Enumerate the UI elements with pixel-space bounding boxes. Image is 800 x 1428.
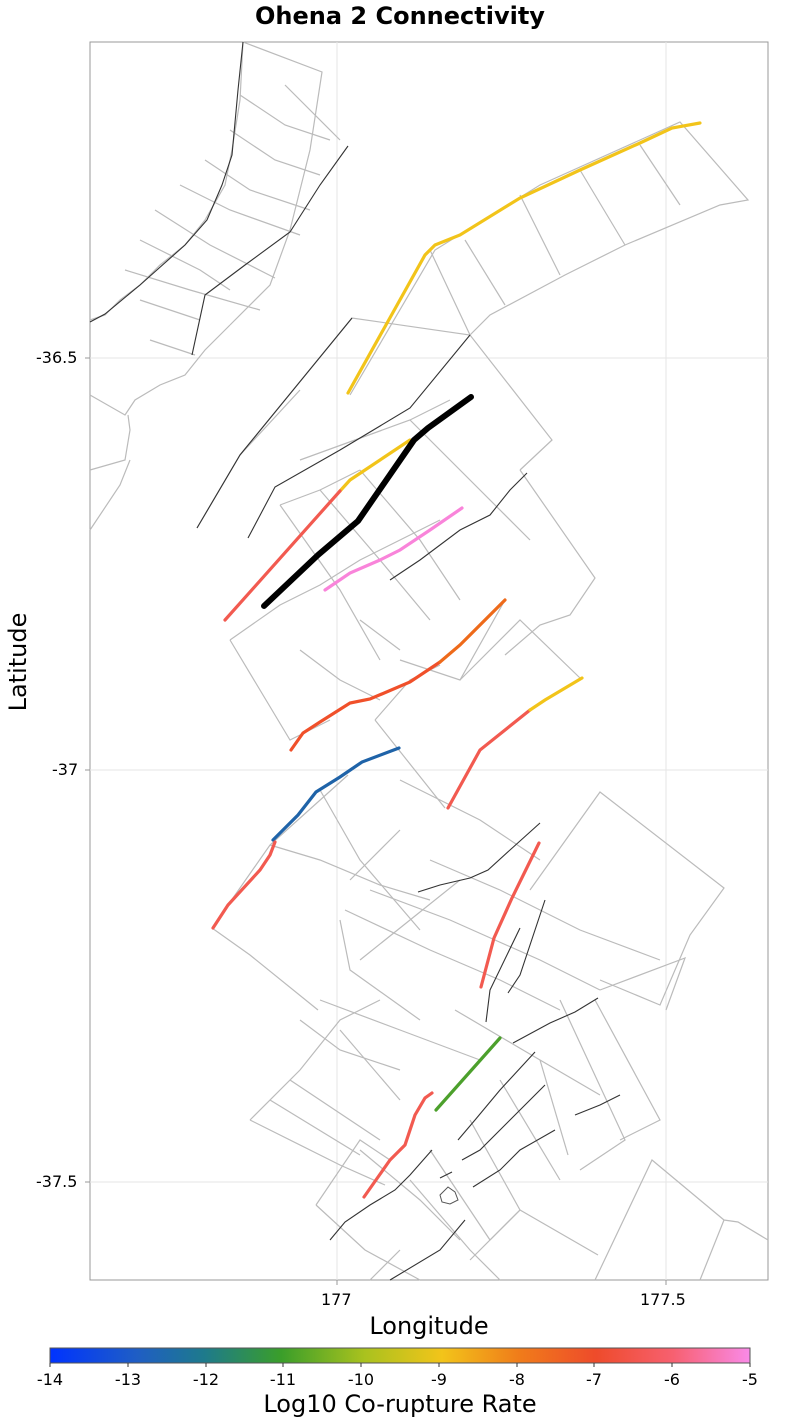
y-axis-label: Latitude	[4, 612, 32, 712]
colorbar-tick-label: -5	[742, 1370, 758, 1389]
small-fault-loop	[439, 1186, 459, 1205]
y-tick-label: -36.5	[36, 348, 78, 367]
fault-yellow-mid	[338, 438, 412, 493]
colorbar-tick-label: -6	[664, 1370, 680, 1389]
colorbar-tick-label: -7	[586, 1370, 602, 1389]
fault-red-southwest	[211, 840, 277, 930]
fault-red-south	[362, 1091, 434, 1199]
colorbar-tick-label: -12	[192, 1370, 220, 1389]
gridlines	[90, 42, 768, 1280]
colorbar-tick-label: -10	[347, 1370, 375, 1389]
fault-traces	[89, 41, 621, 1281]
colorbar-tick-label: -8	[509, 1370, 525, 1389]
x-tick-label: 177	[321, 1290, 352, 1309]
x-tick-label: 177.5	[640, 1290, 686, 1309]
fault-red-east	[446, 708, 532, 810]
fault-red-south-center	[479, 841, 541, 989]
axis-tick-marks	[85, 357, 667, 1285]
colorbar-tick-label: -14	[36, 1370, 64, 1389]
fault-pink	[323, 506, 464, 592]
colorbar-tick-marks	[49, 1363, 751, 1367]
fault-green	[434, 1036, 502, 1112]
colorbar	[49, 1347, 751, 1364]
fault-yellow-north	[346, 121, 702, 395]
fault-red-orange	[289, 660, 442, 752]
colorbar-tick-label: -13	[114, 1370, 142, 1389]
x-axis-label: Longitude	[369, 1312, 489, 1340]
y-tick-label: -37	[52, 760, 79, 779]
colorbar-tick-label: -9	[431, 1370, 447, 1389]
map-title: Ohena 2 Connectivity	[255, 2, 545, 30]
fault-blue	[271, 746, 401, 842]
fault-red-nw	[223, 489, 342, 622]
colorbar-label: Log10 Co-rupture Rate	[263, 1390, 537, 1418]
y-tick-label: -37.5	[36, 1172, 78, 1191]
fault-yellow-east	[528, 676, 584, 712]
target-fault-ohena-2	[261, 394, 474, 609]
plot-area	[89, 41, 769, 1281]
co-rupture-faults	[211, 121, 702, 1199]
colorbar-tick-label: -11	[269, 1370, 297, 1389]
fault-orange	[438, 598, 507, 664]
